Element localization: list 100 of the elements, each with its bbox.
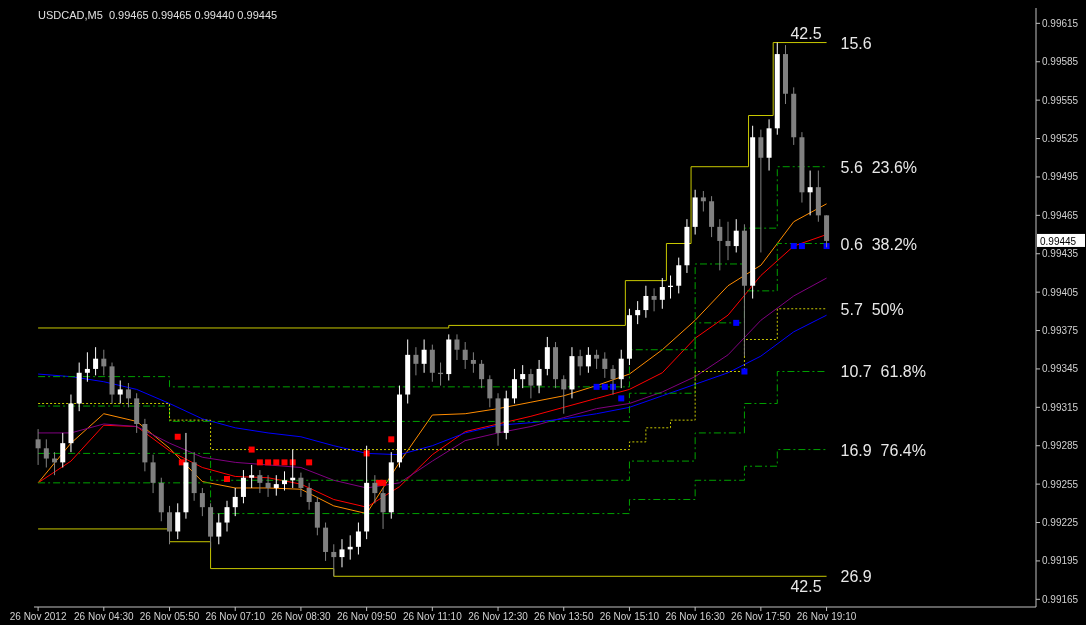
y-tick-label: 0.99165 [1042, 593, 1079, 605]
chart-title: USDCAD,M5 0.99465 0.99465 0.99440 0.99445 [38, 9, 278, 21]
candlestick [175, 502, 181, 540]
candlestick [807, 170, 813, 216]
candlestick [536, 359, 542, 394]
y-tick-label: 0.99255 [1042, 478, 1079, 490]
y-tick-label: 0.99195 [1042, 555, 1079, 567]
candlestick [273, 474, 279, 497]
candlestick [758, 129, 764, 253]
candlestick [429, 344, 435, 383]
point [618, 395, 625, 402]
candlestick [717, 218, 723, 271]
candlestick [479, 359, 485, 389]
y-tick-label: 0.99615 [1042, 17, 1079, 29]
point [265, 459, 272, 466]
candlestick [199, 487, 205, 517]
y-tick-label: 0.99465 [1042, 209, 1079, 221]
x-tick-label: 26 Nov 07:10 [205, 611, 266, 623]
candlestick [413, 346, 419, 376]
point [798, 243, 805, 250]
y-tick-label: 0.99405 [1042, 286, 1079, 298]
candlestick [470, 351, 476, 374]
point [256, 459, 263, 466]
candlestick [594, 349, 600, 370]
candlestick [454, 333, 460, 361]
y-tick-label: 0.99225 [1042, 517, 1079, 529]
candlestick [421, 339, 427, 374]
candlestick [511, 368, 517, 404]
y-tick-label: 0.99585 [1042, 56, 1079, 68]
candlestick [462, 341, 468, 370]
candlestick [125, 382, 131, 408]
y-tick-label: 0.99285 [1042, 440, 1079, 452]
point [388, 436, 395, 443]
candlestick [602, 351, 608, 379]
candlestick [84, 351, 90, 383]
y-tick-label: 0.99315 [1042, 401, 1079, 413]
point [248, 446, 255, 453]
x-tick-label: 26 Nov 15:10 [599, 611, 660, 623]
x-tick-label: 26 Nov 04:30 [74, 611, 134, 623]
line-series [37, 277, 828, 489]
y-tick-label: 0.99435 [1042, 248, 1079, 260]
candlestick [249, 464, 255, 489]
x-tick-label: 26 Nov 2012 [9, 611, 67, 623]
candlestick [676, 257, 682, 294]
x-tick-label: 26 Nov 17:50 [731, 611, 792, 623]
x-tick-label: 26 Nov 16:30 [665, 611, 726, 623]
x-tick-label: 26 Nov 19:10 [796, 611, 857, 623]
y-tick-label: 0.99555 [1042, 94, 1079, 106]
point [790, 243, 797, 250]
annotation: 42.5 [790, 578, 822, 596]
candlestick [93, 346, 99, 376]
candlestick [544, 336, 550, 376]
annotation: 26.9 [840, 568, 872, 586]
candlestick [224, 500, 230, 532]
annotation: 15.6 [840, 34, 872, 52]
candlestick [561, 374, 567, 415]
y-tick-label: 0.99375 [1042, 325, 1079, 337]
candlestick [240, 469, 246, 504]
y-tick-label: 0.99345 [1042, 363, 1079, 375]
candlestick [150, 454, 156, 494]
x-tick-label: 26 Nov 12:30 [468, 611, 529, 623]
candlestick [585, 346, 591, 374]
candlestick [380, 487, 386, 530]
y-tick-label: 0.99525 [1042, 133, 1079, 145]
candlestick [101, 349, 107, 376]
candlestick [167, 505, 173, 545]
candlestick [35, 428, 41, 466]
candlestick [306, 482, 312, 511]
point [306, 459, 313, 466]
candlestick [372, 474, 378, 504]
candlestick [117, 379, 123, 404]
candlestick [725, 221, 731, 261]
annotation: 16.9 76.4% [840, 441, 926, 459]
candlestick [659, 277, 665, 310]
candlestick [577, 349, 583, 376]
candlestick [257, 469, 263, 494]
x-tick-label: 26 Nov 05:50 [139, 611, 200, 623]
candlestick [618, 349, 624, 389]
candlestick [643, 285, 649, 319]
candlestick [339, 538, 345, 568]
candlestick [43, 438, 49, 468]
candlestick [298, 472, 304, 498]
annotation: 5.6 23.6% [840, 158, 918, 176]
annotation: 0.6 38.2% [840, 235, 918, 253]
annotation: 42.5 [790, 24, 822, 42]
candlestick [232, 487, 238, 517]
point [281, 459, 288, 466]
candlestick [651, 287, 657, 312]
point [601, 383, 608, 390]
point [273, 459, 280, 466]
text: 0.99445 [1040, 235, 1077, 247]
candlestick [355, 522, 361, 556]
candlestick [60, 432, 66, 468]
candlestick [528, 368, 534, 399]
annotation: 10.7 61.8% [840, 363, 926, 381]
annotation: 5.7 50% [840, 300, 904, 318]
point [741, 368, 748, 375]
candlestick [265, 474, 271, 498]
candlestick [216, 513, 222, 545]
x-tick-label: 26 Nov 09:50 [336, 611, 397, 623]
